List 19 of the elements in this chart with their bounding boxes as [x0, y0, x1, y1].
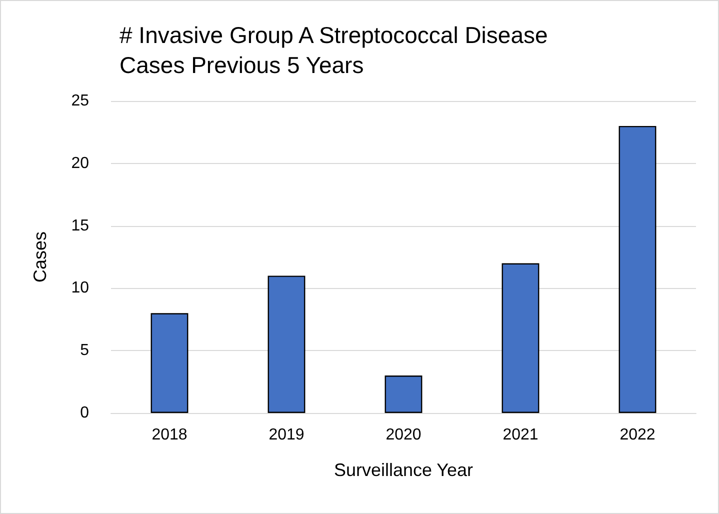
bar [384, 376, 422, 413]
y-tick-label: 5 [80, 342, 90, 360]
y-tick-label: 25 [71, 92, 90, 110]
y-tick-label: 10 [71, 280, 90, 297]
bar [150, 313, 188, 413]
y-tick-label: 20 [71, 154, 90, 172]
x-tick-label: 2020 [386, 426, 422, 444]
bar [502, 263, 540, 413]
x-tick-label: 2022 [620, 426, 656, 444]
x-axis-title: Surveillance Year [334, 460, 474, 480]
bar [268, 276, 306, 413]
x-tick-label: 2021 [502, 426, 538, 444]
x-tick-label: 2018 [152, 426, 188, 444]
x-tick-label: 2019 [268, 426, 304, 444]
y-tick-label: 15 [71, 217, 90, 234]
bar [618, 126, 656, 413]
y-axis-title: Cases [30, 231, 50, 283]
y-tick-label: 0 [80, 404, 90, 422]
chart-title: # Invasive Group A Streptococcal Disease Cases Previous 5 Years [120, 22, 554, 78]
